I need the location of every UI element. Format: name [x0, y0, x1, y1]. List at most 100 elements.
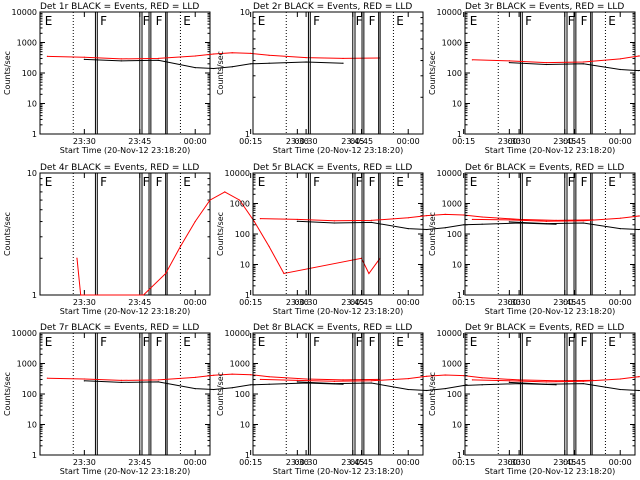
- y-tick-label: 10000: [437, 169, 462, 178]
- lld-point: [508, 60, 510, 62]
- y-tick-label: 1: [457, 451, 462, 460]
- flag-letter: E: [45, 14, 53, 28]
- flag-letter: F: [568, 14, 575, 28]
- panel-title: Det 2r BLACK = Events, RED = LLD: [253, 2, 412, 12]
- events-series-line: [509, 62, 640, 72]
- events-point: [545, 63, 547, 66]
- events-point: [444, 388, 446, 390]
- panel-4: Det 4r BLACK = Events, RED = LLD 1 10 Count…: [3, 163, 381, 316]
- plot-frame: [464, 11, 636, 135]
- x-tick-label: 00:00: [609, 298, 632, 307]
- lld-series-line: [47, 373, 381, 381]
- flag-letter: F: [581, 175, 588, 189]
- flag-letter: F: [156, 14, 163, 28]
- lld-point: [305, 378, 307, 380]
- lld-point: [545, 381, 547, 383]
- lld-point: [283, 272, 285, 275]
- flag-letter: E: [608, 175, 616, 189]
- lld-point: [253, 220, 255, 223]
- y-tick-label: 100: [22, 390, 37, 399]
- events-point: [582, 63, 584, 65]
- lld-point: [444, 374, 446, 376]
- lld-point: [444, 213, 446, 215]
- panel-5: Det 5r BLACK = Events, RED = LLD11010010…: [216, 163, 594, 316]
- panel-1: Det 1r BLACK = Events, RED = LLD11010010…: [3, 2, 381, 155]
- events-point: [444, 227, 446, 229]
- panel-8: Det 8r BLACK = Events, RED = LLD11010010…: [216, 323, 594, 476]
- x-tick-label: 00:30: [508, 137, 531, 146]
- events-point: [305, 61, 307, 63]
- lld-point: [518, 218, 520, 221]
- lld-point: [259, 378, 261, 381]
- x-tick-label: 23:30: [498, 137, 521, 146]
- lld-point: [194, 376, 196, 379]
- panel-6: Det 6r BLACK = Events, RED = LLD 1 10 100 10…: [428, 163, 640, 316]
- events-point: [296, 381, 298, 383]
- lld-point: [342, 57, 344, 60]
- y-tick-label: 10000: [12, 329, 37, 338]
- lld-point: [238, 199, 241, 201]
- y-axis-label: Counts/sec: [428, 51, 437, 95]
- events-point: [545, 222, 547, 225]
- x-axis-label: Start Time (20-Nov-12 23:18:20): [273, 146, 403, 155]
- lld-series-line: [47, 52, 381, 60]
- x-tick-label: 23:30: [286, 298, 309, 307]
- y-tick-label: 1000: [230, 200, 250, 209]
- lld-series-line: [472, 376, 640, 383]
- events-point: [481, 384, 483, 386]
- events-point: [120, 60, 122, 62]
- events-series-line: [297, 381, 557, 392]
- lld-point: [83, 378, 85, 380]
- lld-point: [342, 379, 344, 381]
- x-tick-label: 00:00: [397, 137, 420, 146]
- lld-point: [296, 218, 298, 221]
- plot-frame: [39, 11, 211, 135]
- y-tick-label: 1: [457, 130, 462, 139]
- y-tick-label: 10: [452, 261, 462, 270]
- lld-series-line: [472, 215, 640, 222]
- events-point: [638, 228, 640, 231]
- x-tick-label: 00:45: [563, 458, 586, 467]
- flag-letter: E: [470, 14, 478, 28]
- events-point: [268, 62, 270, 64]
- x-axis-label: Start Time (20-Nov-12 23:18:20): [485, 146, 615, 155]
- panel-title: Det 8r BLACK = Events, RED = LLD: [253, 323, 412, 333]
- flag-letter: F: [356, 14, 363, 28]
- flag-letter: E: [45, 175, 53, 189]
- lld-point: [250, 52, 252, 54]
- events-point: [508, 381, 510, 384]
- lld-point: [508, 380, 510, 382]
- x-tick-label: 00:00: [609, 458, 632, 467]
- y-tick-label: 10000: [225, 329, 250, 338]
- events-point: [370, 221, 372, 224]
- flag-letter: E: [396, 175, 404, 189]
- panel-3: Det 3r BLACK = Events, RED = LLD 1 10 100 10…: [428, 2, 640, 155]
- x-tick-label: 00:15: [452, 458, 475, 467]
- lld-point: [582, 61, 584, 63]
- panel-9: Det 9r BLACK = Events, RED = LLD 1 10 100 10…: [428, 323, 640, 476]
- lld-point: [120, 58, 122, 60]
- y-tick-label: 10: [240, 421, 250, 430]
- lld-point: [259, 217, 261, 220]
- plot-frame: [464, 172, 636, 296]
- lld-point: [142, 294, 145, 296]
- x-tick-label: 23:30: [498, 298, 521, 307]
- x-tick-label: 00:30: [295, 298, 318, 307]
- flag-letter: E: [183, 175, 191, 189]
- y-tick-label: 1000: [442, 200, 462, 209]
- x-tick-label: 00:30: [295, 137, 318, 146]
- plot-frame: [252, 11, 424, 135]
- flag-letter: F: [369, 175, 376, 189]
- events-point: [194, 388, 196, 390]
- flag-letter: F: [525, 335, 532, 349]
- panel-title: Det 4r BLACK = Events, RED = LLD: [40, 163, 199, 173]
- lld-point: [370, 219, 372, 221]
- flag-letter: E: [183, 335, 191, 349]
- lld-point: [231, 52, 233, 54]
- x-tick-label: 23:45: [128, 298, 151, 307]
- lld-point: [305, 56, 307, 59]
- lld-point: [463, 375, 465, 377]
- lld-series-line: [472, 55, 640, 64]
- flag-letter: F: [313, 14, 320, 28]
